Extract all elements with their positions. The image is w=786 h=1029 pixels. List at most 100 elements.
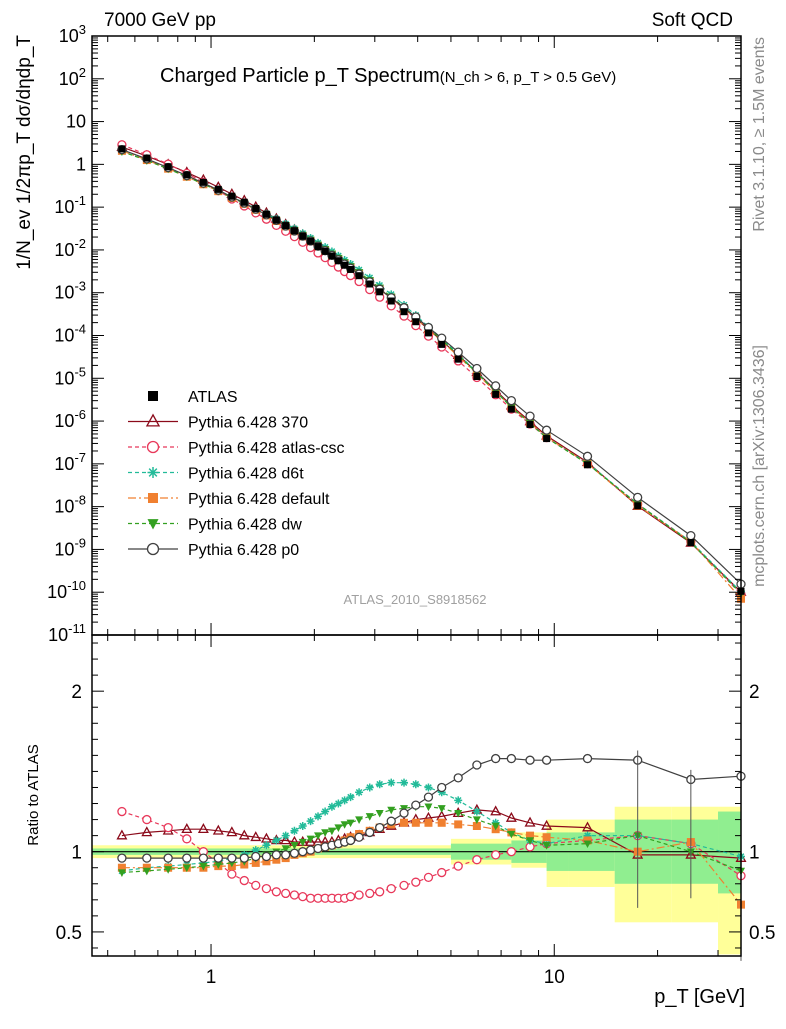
band-inner — [718, 811, 741, 894]
data-point-atlas — [376, 288, 384, 296]
data-point-ratio — [212, 824, 224, 835]
data-point-ratio — [182, 864, 191, 873]
legend-entry: ATLAS — [148, 389, 238, 406]
data-point-ratio — [141, 826, 153, 837]
data-point-ratio — [327, 827, 336, 836]
data-point-main — [506, 395, 517, 406]
legend-entry: Pythia 6.428 d6t — [128, 466, 304, 483]
data-point-ratio — [181, 823, 193, 834]
data-point-main — [525, 411, 535, 421]
watermark: ATLAS_2010_S8918562 — [344, 592, 487, 607]
series-line-main — [121, 150, 742, 595]
data-point-atlas — [334, 257, 342, 265]
data-point-ratio — [239, 853, 249, 863]
plot-series — [116, 140, 747, 961]
y-tick-label-main: 10-1 — [54, 193, 86, 217]
data-point-ratio — [281, 831, 290, 840]
data-point-ratio — [251, 858, 260, 867]
data-point-ratio — [375, 822, 385, 833]
data-point-ratio — [400, 818, 409, 827]
data-point-ratio — [321, 829, 330, 837]
data-point-ratio — [142, 853, 152, 863]
data-point-ratio — [227, 869, 237, 879]
data-point-ratio — [251, 851, 261, 862]
data-point-atlas — [143, 154, 151, 162]
legend-label: Pythia 6.428 default — [188, 491, 330, 508]
data-point-ratio — [198, 853, 209, 863]
data-point-ratio — [251, 846, 260, 855]
data-point-atlas — [183, 171, 191, 179]
data-point-atlas — [424, 329, 432, 337]
data-point-atlas — [347, 265, 355, 273]
y-tick-label-ratio-right: 2 — [749, 682, 760, 703]
data-point-ratio — [305, 845, 316, 855]
data-point-ratio — [306, 817, 315, 826]
data-point-ratio — [280, 834, 292, 845]
data-point-atlas — [543, 435, 551, 443]
data-point-ratio — [582, 753, 593, 764]
data-point-ratio — [411, 780, 420, 789]
data-point-ratio — [214, 861, 223, 869]
y-tick-label-main: 10-6 — [54, 407, 86, 431]
data-point-atlas — [290, 227, 298, 235]
data-point-ratio — [354, 890, 364, 900]
data-point-ratio — [424, 818, 433, 827]
y-tick-label-ratio-right: 0.5 — [749, 923, 775, 944]
data-point-ratio — [354, 832, 364, 842]
data-point-atlas — [492, 390, 500, 398]
data-point-ratio — [116, 829, 128, 840]
ratio-frame — [91, 634, 742, 957]
data-point-atlas — [314, 243, 322, 251]
data-point-ratio — [290, 842, 299, 850]
legend-label: ATLAS — [188, 389, 238, 406]
data-point-atlas — [252, 204, 260, 212]
data-point-main — [541, 425, 552, 435]
y-axis-label-main: 1/N_ev 1/2πp_T dσ/dηdp_T — [14, 35, 35, 270]
data-point-ratio — [272, 836, 281, 845]
data-point-ratio — [365, 813, 374, 821]
data-point-atlas — [199, 178, 207, 186]
data-point-ratio — [524, 816, 536, 827]
y-tick-label-ratio-right: 1 — [749, 843, 760, 864]
data-point-ratio — [437, 788, 446, 797]
data-point-atlas — [214, 185, 222, 193]
data-point-ratio — [281, 850, 291, 860]
y-tick-label-ratio: 1 — [71, 843, 82, 864]
data-point-ratio — [411, 800, 421, 810]
data-point-ratio — [298, 821, 307, 830]
data-point-ratio — [346, 793, 355, 802]
data-point-atlas — [634, 502, 642, 510]
legend-marker — [148, 391, 158, 401]
legend-entry: Pythia 6.428 atlas-csc — [128, 440, 345, 457]
data-point-ratio — [272, 855, 281, 864]
data-point-ratio — [117, 806, 127, 817]
data-point-ratio — [227, 853, 237, 863]
legend-marker — [146, 542, 160, 556]
x-axis-label: p_T [GeV] — [654, 986, 745, 1008]
data-point-ratio — [454, 796, 463, 805]
data-point-ratio — [437, 782, 447, 793]
data-point-ratio — [491, 822, 500, 831]
y-tick-label-main: 10-3 — [54, 279, 86, 303]
legend-label: Pythia 6.428 dw — [188, 517, 302, 534]
data-point-ratio — [423, 792, 434, 802]
data-point-ratio — [281, 888, 291, 899]
data-point-ratio — [340, 821, 349, 829]
data-point-ratio — [250, 831, 262, 842]
data-point-ratio — [345, 835, 356, 846]
data-point-atlas — [387, 297, 395, 305]
data-point-atlas — [366, 280, 374, 288]
data-point-ratio — [142, 867, 151, 876]
data-point-ratio — [399, 808, 409, 818]
data-point-atlas — [164, 163, 172, 171]
data-point-ratio — [298, 891, 308, 902]
data-point-atlas — [438, 340, 446, 348]
y-tick-label-main: 1 — [76, 154, 86, 174]
data-point-ratio — [271, 887, 282, 897]
data-point-ratio — [298, 847, 308, 857]
legend-label: Pythia 6.428 p0 — [188, 542, 299, 559]
y-tick-label-main: 10-5 — [54, 364, 86, 388]
y-tick-label-main: 10-9 — [54, 535, 86, 559]
data-point-ratio — [262, 857, 271, 866]
data-point-main — [491, 381, 501, 391]
